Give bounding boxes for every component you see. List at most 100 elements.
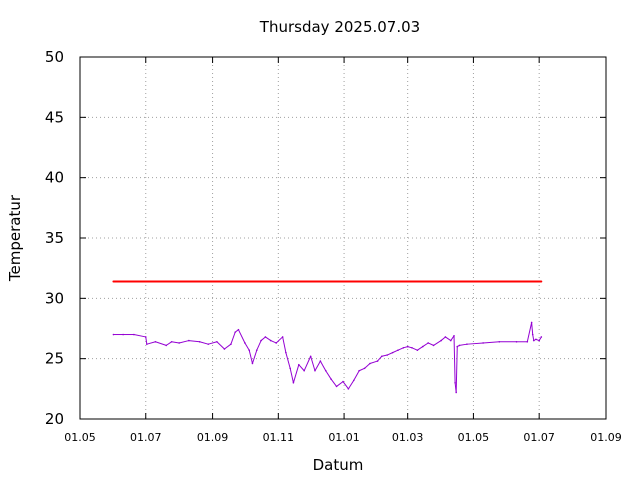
series-1-segment [289, 368, 294, 383]
series-1-point [352, 379, 355, 382]
series-1-point [531, 333, 534, 336]
series-1-segment [450, 335, 455, 341]
series-1-segment [256, 340, 262, 351]
series-1-segment [237, 329, 246, 344]
series-1-point [260, 339, 262, 342]
series-1-point [275, 342, 277, 344]
series-1-point [432, 344, 435, 347]
series-1-point [234, 331, 237, 333]
series-1-segment [282, 336, 287, 353]
series-1-point [402, 347, 405, 349]
series-1-point [530, 321, 533, 324]
series-1-point [264, 336, 267, 338]
series-1-segment [275, 336, 283, 344]
y-tick-label: 50 [45, 48, 64, 66]
series-1-point [358, 369, 360, 372]
series-1-point [237, 328, 240, 331]
series-1-point [535, 338, 537, 341]
series-1-segment [165, 341, 172, 346]
series-1-point [248, 349, 251, 352]
series-1-point [376, 360, 379, 362]
series-1-point [515, 340, 518, 343]
series-1-segment [422, 342, 429, 348]
series-1-point [112, 333, 115, 336]
y-tick-label: 45 [45, 108, 64, 126]
x-tick-label: 01.07 [523, 431, 555, 444]
series-1-segment [386, 352, 393, 356]
series-1-segment [531, 322, 534, 335]
series-1-point [427, 342, 429, 344]
series-1-point [335, 385, 338, 388]
series-1-point [170, 340, 173, 343]
series-1-point [397, 349, 399, 352]
series-1-segment [336, 381, 344, 387]
series-1-point [369, 362, 371, 365]
series-1-segment [224, 343, 232, 350]
x-axis-label: Datum [313, 456, 364, 474]
series-1-point [416, 349, 419, 352]
series-1-point [482, 342, 484, 344]
series-1-point [178, 342, 180, 344]
series-1-segment [319, 360, 327, 371]
series-1-segment [155, 341, 167, 346]
series-1-segment [303, 356, 312, 371]
series-1-segment [381, 354, 388, 357]
x-tick-label: 01.01 [328, 431, 360, 444]
series-1-point [421, 345, 424, 348]
x-tick-label: 01.09 [197, 431, 229, 444]
series-1-segment [314, 360, 321, 371]
series-1-segment [270, 340, 277, 344]
series-1-segment [298, 364, 305, 372]
series-1-segment [145, 336, 148, 345]
series-1-segment [179, 340, 189, 344]
series-0-point [112, 280, 115, 283]
series-1-point [244, 342, 246, 344]
x-tick-label: 01.09 [590, 431, 622, 444]
series-1-point [363, 367, 366, 370]
series-1-point [255, 349, 258, 352]
series-1-segment [230, 331, 236, 345]
series-1-point [122, 333, 124, 336]
series-1-point [309, 355, 312, 358]
series-1-point [319, 360, 322, 362]
series-1-point [165, 344, 168, 347]
series-1-point [133, 333, 135, 336]
x-axis: 01.05 01.07 01.09 01.11 01.01 01.03 01.05 01.07… [64, 57, 622, 444]
series-1-segment [440, 336, 446, 341]
y-tick-label: 30 [45, 289, 64, 307]
series-1-segment [417, 346, 424, 351]
plot-frame [79, 56, 607, 420]
series-1-point [381, 355, 383, 358]
series-1-segment [392, 349, 399, 354]
series-1-point [188, 339, 190, 342]
y-axis: 20 25 30 35 40 45 50 [45, 48, 606, 428]
x-tick-label: 01.11 [263, 431, 295, 444]
series-0 [112, 280, 543, 283]
series-1-segment [188, 340, 200, 343]
y-tick-label: 25 [45, 350, 64, 368]
series-1-segment [369, 360, 378, 364]
series-0-point [540, 280, 543, 283]
series-1-point [251, 362, 254, 365]
series-1-point [453, 334, 455, 337]
series-1-segment [411, 347, 418, 351]
series-1-segment [397, 347, 404, 351]
series-1-segment [377, 355, 383, 362]
series-1-segment [208, 341, 218, 345]
series-1-point [223, 348, 226, 350]
series-1-segment [483, 341, 500, 344]
grid [80, 57, 606, 419]
series-1-segment [364, 363, 371, 369]
y-tick-label: 35 [45, 229, 64, 247]
series-1-point [144, 336, 147, 338]
series-1 [112, 321, 543, 394]
y-tick-label: 40 [45, 169, 64, 187]
series-1-point [498, 340, 501, 343]
series-1-point [526, 340, 529, 343]
series-1-point [285, 351, 287, 354]
series-1-segment [532, 334, 535, 341]
series-1-segment [310, 356, 316, 371]
series-1-segment [251, 350, 258, 364]
series-1-point [386, 354, 388, 356]
